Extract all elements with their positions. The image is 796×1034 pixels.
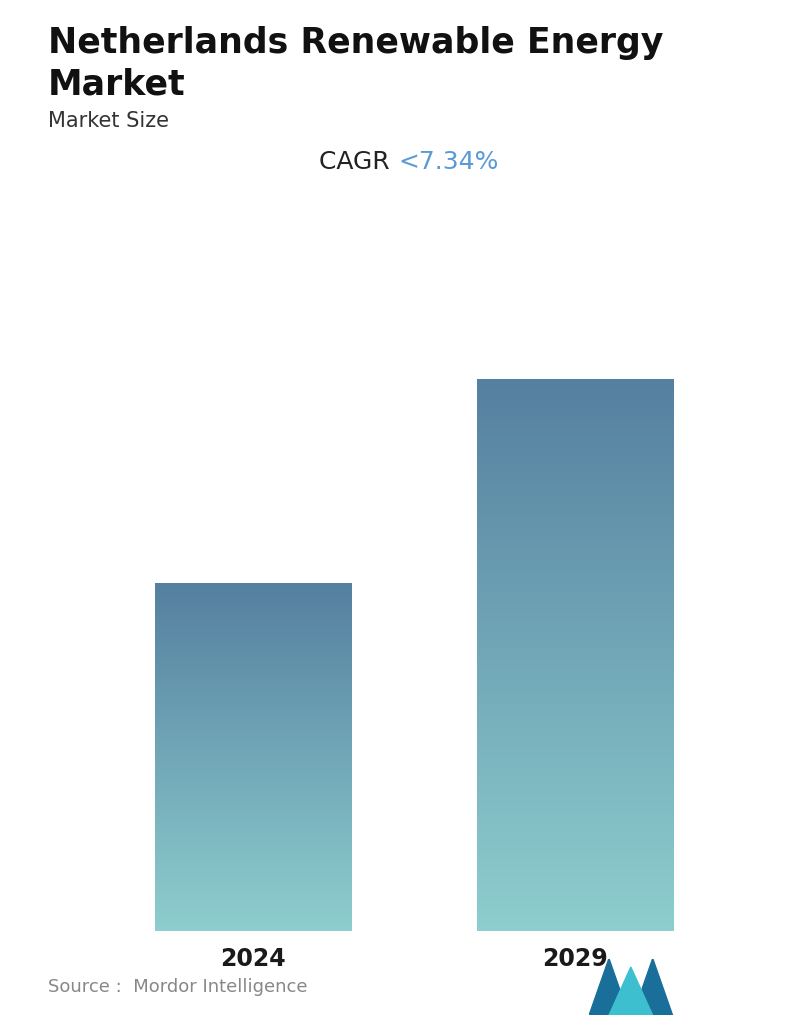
- Text: <7.34%: <7.34%: [398, 150, 498, 174]
- Polygon shape: [609, 967, 653, 1015]
- Text: Market Size: Market Size: [48, 111, 169, 130]
- Text: CAGR: CAGR: [319, 150, 398, 174]
- Text: Market: Market: [48, 67, 185, 101]
- Text: Source :  Mordor Intelligence: Source : Mordor Intelligence: [48, 978, 307, 997]
- Polygon shape: [589, 959, 629, 1015]
- Polygon shape: [633, 959, 673, 1015]
- Text: Netherlands Renewable Energy: Netherlands Renewable Energy: [48, 26, 663, 60]
